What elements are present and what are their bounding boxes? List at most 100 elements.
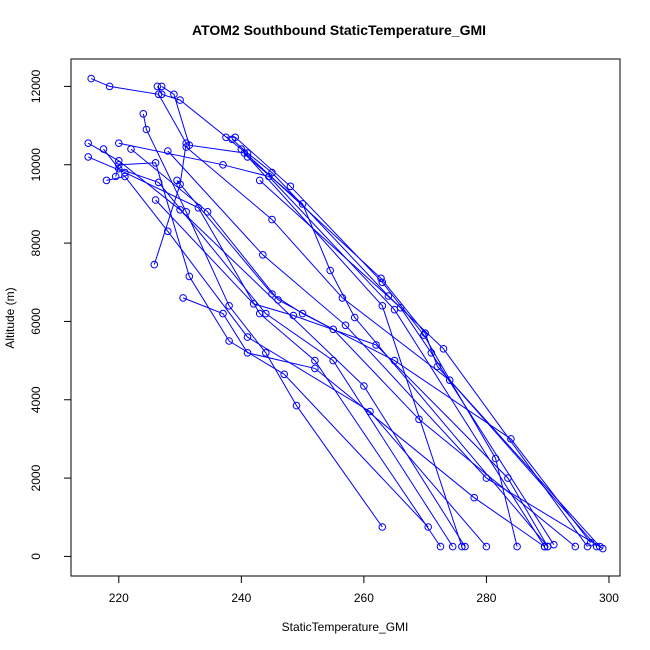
- data-point: [243, 349, 252, 357]
- data-point: [372, 341, 380, 349]
- data-point: [176, 206, 184, 214]
- data-point: [543, 542, 552, 551]
- data-point: [366, 407, 374, 416]
- y-tick-label: 4000: [29, 386, 43, 413]
- data-point: [115, 139, 123, 147]
- data-point: [255, 309, 264, 318]
- data-point: [378, 278, 387, 287]
- data-point: [219, 309, 227, 318]
- data-point: [384, 292, 393, 300]
- x-axis-label: StaticTemperature_GMI: [282, 620, 409, 634]
- data-point: [111, 172, 120, 181]
- data-point: [504, 474, 512, 482]
- data-point: [427, 349, 436, 357]
- chart-title: ATOM2 Southbound StaticTemperature_GMI: [192, 22, 486, 38]
- plot-frame: [70, 58, 621, 577]
- data-point: [448, 542, 457, 551]
- x-tick-label: 300: [599, 591, 619, 605]
- x-axis: 220 240 260 280 300: [109, 575, 619, 605]
- series-layer: [84, 74, 607, 553]
- data-point: [259, 251, 267, 259]
- data-point: [102, 176, 111, 185]
- series-line-4: [142, 113, 383, 528]
- series-line-12: [231, 138, 588, 547]
- y-tick-label: 2000: [29, 464, 43, 491]
- data-point: [360, 382, 368, 390]
- data-point: [151, 159, 160, 167]
- data-point: [121, 168, 129, 177]
- data-point: [311, 364, 319, 373]
- data-point: [99, 145, 108, 153]
- data-point: [139, 110, 148, 118]
- series-line-8: [103, 148, 454, 547]
- data-point: [470, 493, 479, 502]
- series-line-20: [176, 180, 591, 544]
- data-point: [378, 302, 387, 310]
- series-line-17: [130, 148, 576, 547]
- y-tick-label: 0: [29, 553, 43, 560]
- data-point: [415, 415, 423, 424]
- data-point: [280, 370, 289, 379]
- x-tick-label: 240: [231, 591, 251, 605]
- y-tick-label: 12000: [29, 69, 43, 103]
- data-point: [298, 309, 307, 318]
- data-point: [182, 143, 190, 151]
- data-point: [507, 435, 515, 443]
- data-point: [225, 302, 233, 310]
- data-point: [243, 149, 252, 157]
- data-point: [84, 139, 92, 147]
- data-point: [461, 542, 469, 551]
- series-line-7: [118, 142, 546, 547]
- data-point: [292, 401, 301, 410]
- data-point: [173, 176, 181, 185]
- data-point: [390, 356, 399, 365]
- data-point: [115, 161, 123, 169]
- data-point: [329, 325, 338, 334]
- data-point: [286, 182, 295, 191]
- data-point: [153, 82, 162, 91]
- data-point: [151, 196, 160, 204]
- data-point: [84, 153, 92, 161]
- series-line-13: [247, 156, 549, 547]
- y-tick-label: 8000: [29, 229, 43, 256]
- data-point: [142, 125, 151, 134]
- data-point: [127, 145, 135, 153]
- data-point: [115, 157, 123, 165]
- x-tick-label: 280: [476, 591, 496, 605]
- data-point: [289, 311, 298, 320]
- data-point: [311, 356, 319, 365]
- series-line-10: [115, 162, 429, 528]
- series-line-5: [87, 142, 466, 547]
- series-line-9: [106, 175, 487, 547]
- data-point: [326, 266, 335, 275]
- data-point: [268, 168, 276, 177]
- y-axis-label: Altitude (m): [3, 287, 17, 348]
- y-tick-label: 6000: [29, 308, 43, 335]
- data-point: [268, 215, 276, 224]
- series-line-15: [167, 150, 604, 550]
- data-point: [540, 542, 549, 551]
- series-line-6: [88, 156, 441, 547]
- data-point: [329, 356, 338, 365]
- x-tick-label: 220: [109, 591, 129, 605]
- data-point: [268, 290, 276, 298]
- data-point: [243, 153, 252, 161]
- data-point: [424, 523, 433, 531]
- data-point: [513, 542, 521, 551]
- data-point: [105, 82, 114, 91]
- data-point: [420, 331, 428, 339]
- data-point: [298, 200, 307, 208]
- y-tick-label: 10000: [29, 148, 43, 182]
- data-point: [482, 542, 491, 551]
- data-point: [228, 135, 236, 144]
- data-point: [170, 90, 178, 99]
- data-point: [341, 321, 350, 330]
- series-line-11: [226, 136, 518, 547]
- data-point: [225, 337, 233, 345]
- series-line-19: [155, 199, 549, 547]
- data-point: [262, 309, 270, 318]
- data-point: [436, 542, 445, 551]
- data-point: [219, 161, 227, 169]
- data-point: [176, 96, 184, 104]
